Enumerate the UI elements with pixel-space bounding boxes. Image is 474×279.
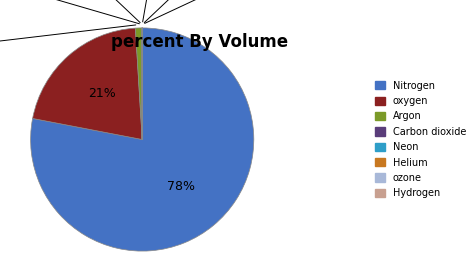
Text: 78%: 78%: [167, 180, 195, 193]
Text: 0%: 0%: [12, 0, 139, 24]
Wedge shape: [33, 28, 142, 140]
Text: 0%: 0%: [73, 0, 140, 23]
Text: 0%: 0%: [144, 0, 211, 23]
Legend: Nitrogen, oxygen, Argon, Carbon dioxide, Neon, Helium, ozone, Hydrogen: Nitrogen, oxygen, Argon, Carbon dioxide,…: [373, 78, 469, 201]
Text: 0%: 0%: [145, 0, 250, 23]
Text: 0%: 0%: [143, 0, 161, 22]
Wedge shape: [31, 28, 254, 251]
Text: 1%: 1%: [0, 25, 136, 50]
Wedge shape: [136, 28, 142, 140]
Text: percent By Volume: percent By Volume: [110, 33, 288, 52]
Text: 21%: 21%: [88, 87, 116, 100]
